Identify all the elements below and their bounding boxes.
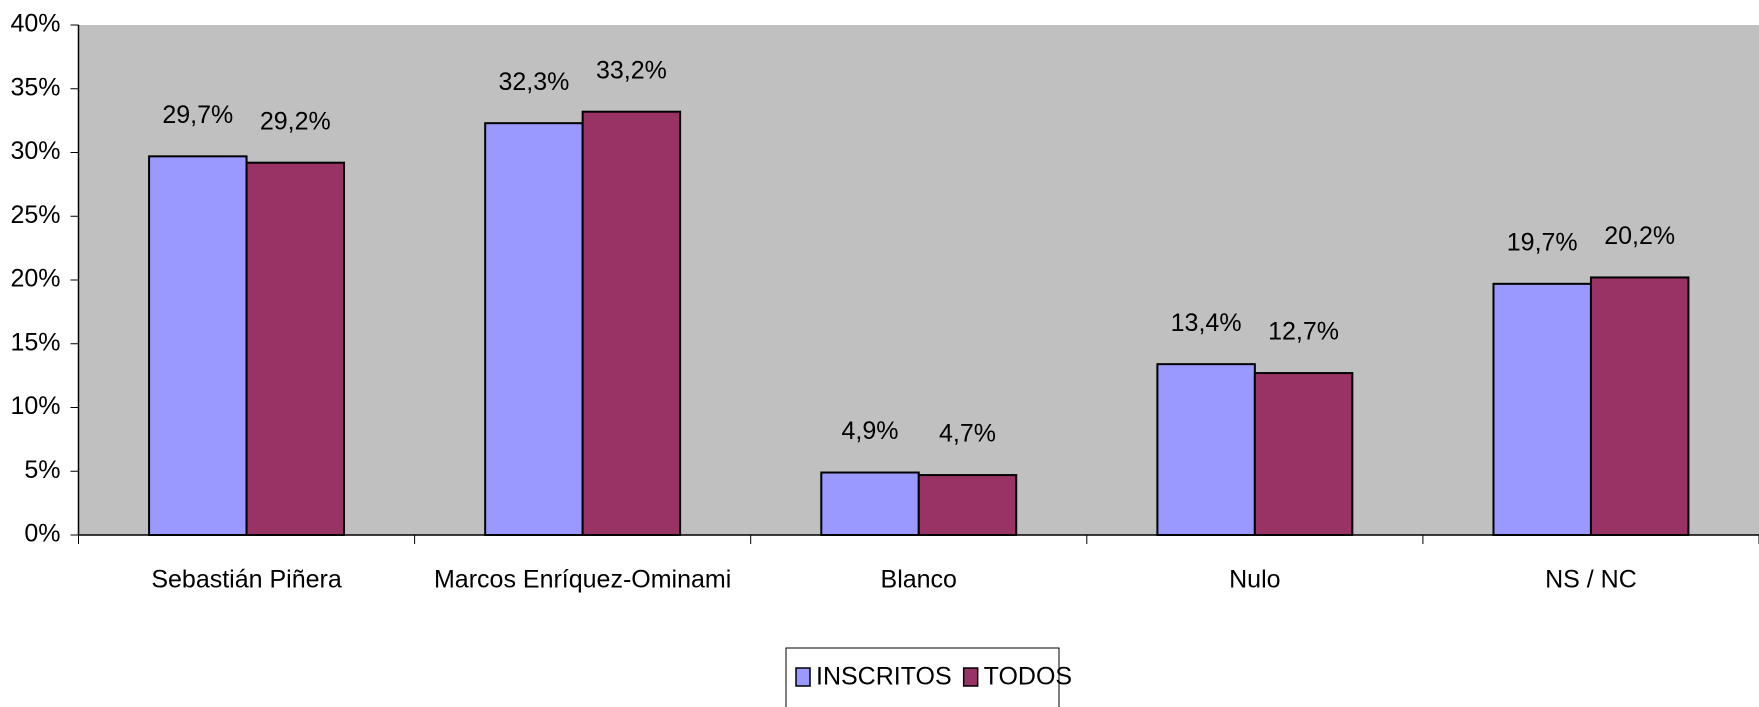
bar: [917, 474, 1018, 537]
bar: [148, 155, 248, 536]
value-label: 4,7%: [939, 420, 996, 448]
legend: [785, 647, 1060, 707]
value-label: 20,2%: [1604, 222, 1675, 250]
y-tick-label: 25%: [10, 201, 60, 229]
bar: [1492, 282, 1592, 537]
value-label: 19,7%: [1507, 228, 1578, 256]
legend-swatch: [795, 667, 811, 687]
value-label: 29,2%: [260, 107, 331, 135]
bar: [1589, 276, 1690, 536]
value-label: 4,9%: [842, 417, 899, 445]
x-tick-label: Sebastián Piñera: [151, 566, 342, 594]
bar: [1156, 363, 1256, 536]
bar: [1253, 372, 1354, 537]
value-label: 29,7%: [162, 101, 233, 129]
y-tick-label: 35%: [10, 73, 60, 101]
bar: [820, 471, 920, 536]
y-tick-label: 10%: [10, 392, 60, 420]
legend-label: TODOS: [984, 663, 1072, 691]
bar: [484, 122, 584, 537]
y-tick-label: 0%: [24, 520, 60, 548]
y-tick-label: 30%: [10, 137, 60, 165]
x-tick-label: Nulo: [1229, 566, 1280, 594]
plot-area: [78, 25, 1759, 535]
x-tick-label: NS / NC: [1545, 566, 1637, 594]
y-tick-label: 40%: [10, 10, 60, 38]
value-label: 33,2%: [596, 56, 667, 84]
value-label: 13,4%: [1171, 309, 1242, 337]
value-label: 32,3%: [498, 68, 569, 96]
bar: [245, 161, 346, 536]
x-tick-label: Marcos Enríquez-Ominami: [434, 566, 731, 594]
y-tick-label: 15%: [10, 328, 60, 356]
bar: [581, 110, 682, 536]
value-label: 12,7%: [1268, 318, 1339, 346]
legend-label: INSCRITOS: [816, 663, 952, 691]
legend-swatch: [962, 667, 979, 687]
x-tick-label: Blanco: [881, 566, 957, 594]
y-tick-label: 20%: [10, 265, 60, 293]
y-tick-label: 5%: [24, 456, 60, 484]
